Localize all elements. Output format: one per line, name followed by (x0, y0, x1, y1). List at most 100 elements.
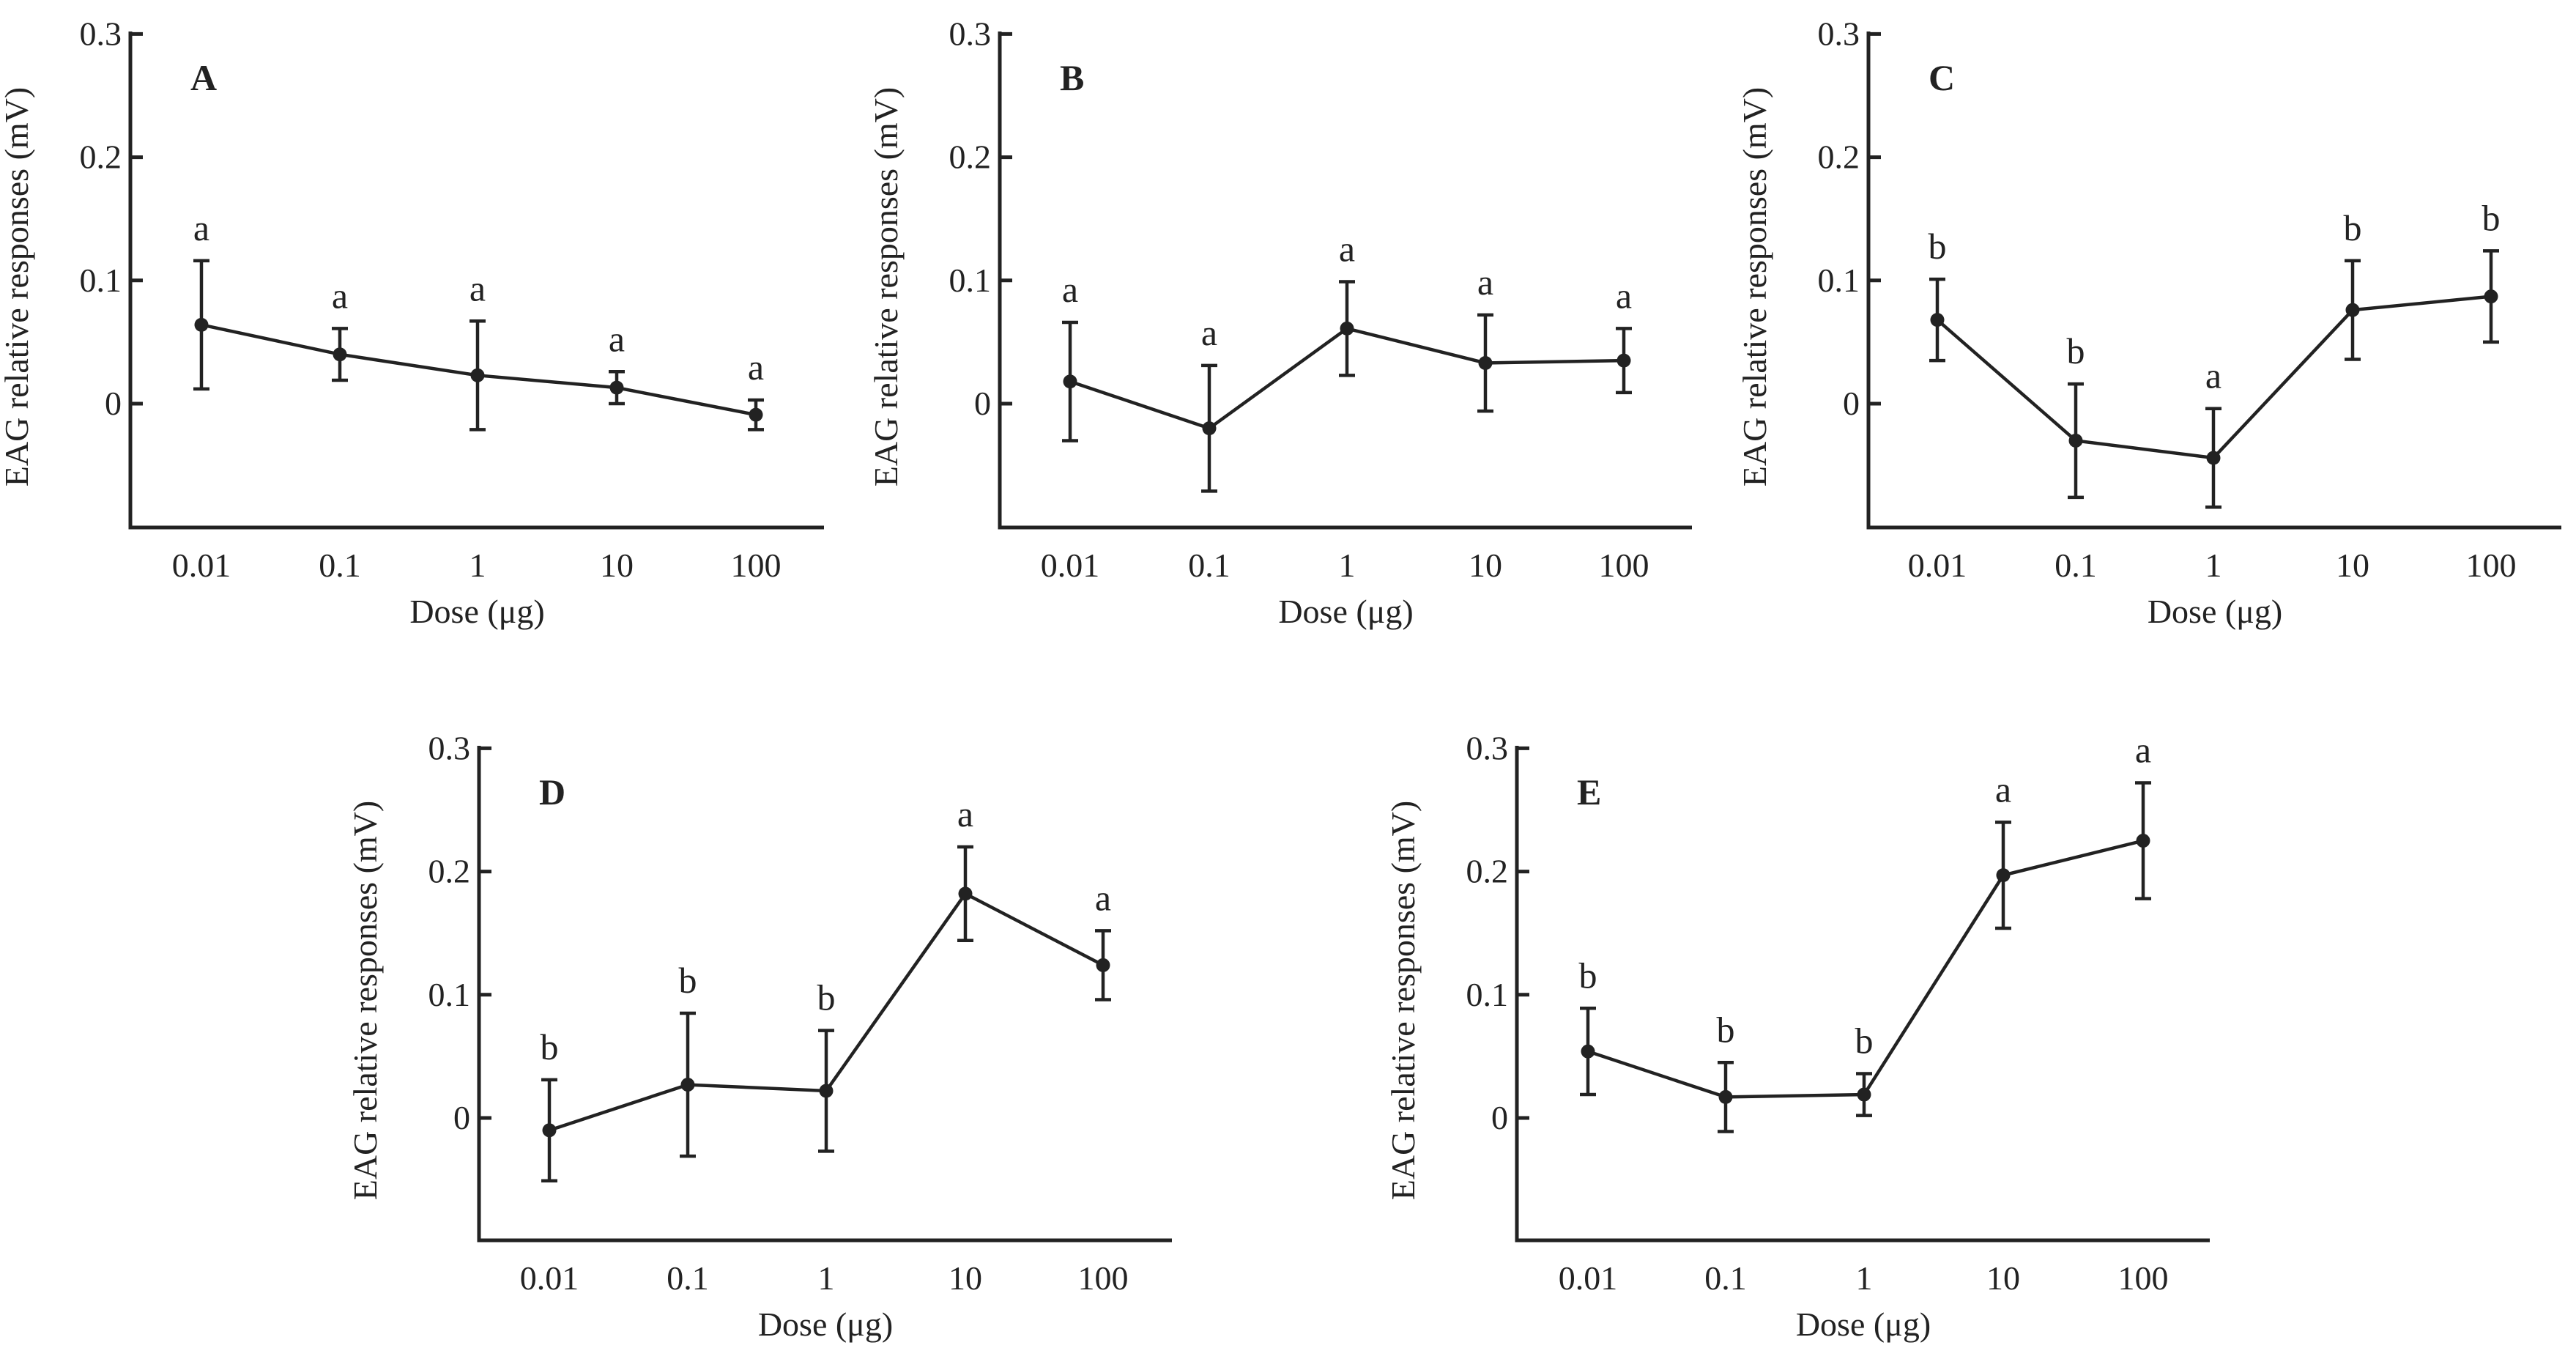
y-tick-label: 0.3 (1466, 729, 1509, 766)
x-tick-label: 1 (818, 1259, 835, 1297)
data-point (819, 1084, 834, 1098)
significance-letter: a (1062, 269, 1078, 310)
data-point (333, 347, 347, 362)
axis-lines (477, 746, 1172, 1243)
x-tick-label: 100 (731, 547, 782, 584)
y-tick-label: 0 (1843, 385, 1860, 422)
x-tick-label: 0.01 (1908, 547, 1967, 584)
chart-panel-e: 0 0.1 0.2 0.3 0.01 0.1 1 10 100 Dose (μg) EAG rela… (1384, 729, 2210, 1343)
y-tick-label: 0.2 (949, 138, 992, 176)
data-point (958, 886, 973, 901)
y-tick-label: 0.2 (1466, 853, 1509, 890)
data-point (194, 317, 209, 332)
y-tick-label: 0 (105, 385, 122, 422)
data-point (2484, 289, 2498, 304)
significance-letter: a (469, 267, 486, 308)
significance-letter: a (1995, 769, 2011, 810)
axis-lines (1515, 746, 2210, 1243)
x-tick-label: 0.1 (2055, 547, 2097, 584)
y-tick-label: 0.2 (1818, 138, 1860, 176)
significance-letter: b (679, 960, 697, 1001)
chart-panel-d: 0 0.1 0.2 0.3 0.01 0.1 1 10 100 Dose (μg) EAG rela… (346, 729, 1172, 1343)
y-tick-label: 0.1 (1818, 262, 1860, 299)
y-axis-title: EAG relative responses (mV) (0, 87, 35, 486)
x-tick-label: 0.01 (520, 1259, 579, 1297)
significance-letter: a (193, 207, 209, 248)
significance-letter: b (1855, 1020, 1874, 1061)
x-tick-label: 0.1 (667, 1259, 709, 1297)
data-point (1996, 868, 2011, 883)
x-tick-label: 100 (1078, 1259, 1129, 1297)
data-point (1857, 1087, 1871, 1102)
significance-letter: a (1477, 262, 1493, 303)
x-tick-label: 10 (2336, 547, 2369, 584)
y-tick-label: 0.3 (949, 15, 992, 52)
panel-letter: C (1929, 57, 1955, 98)
x-axis-title: Dose (μg) (409, 593, 544, 630)
data-point (2068, 433, 2083, 448)
significance-letter: b (541, 1026, 559, 1067)
x-tick-label: 100 (2118, 1259, 2169, 1297)
significance-letter: b (2482, 197, 2501, 238)
x-tick-label: 100 (1599, 547, 1649, 584)
x-tick-label: 0.1 (1704, 1259, 1747, 1297)
data-point (1340, 321, 1354, 336)
data-point (1617, 353, 1631, 368)
axis-lines (128, 32, 824, 530)
data-point (2345, 303, 2360, 317)
data-point (470, 368, 485, 382)
y-axis-title: EAG relative responses (mV) (1384, 801, 1422, 1200)
y-tick-label: 0.2 (428, 853, 471, 890)
data-point (542, 1123, 557, 1138)
x-tick-label: 1 (2205, 547, 2222, 584)
x-tick-label: 10 (1986, 1259, 2020, 1297)
y-axis-title: EAG relative responses (mV) (346, 801, 384, 1200)
significance-letter: a (957, 793, 973, 834)
y-tick-label: 0.3 (428, 729, 471, 766)
y-tick-label: 0.1 (428, 976, 471, 1013)
axis-lines (1866, 32, 2561, 530)
significance-letter: a (748, 347, 764, 388)
significance-letter: b (1579, 955, 1597, 996)
data-point (1930, 313, 1945, 327)
significance-letter: b (817, 977, 836, 1018)
chart-panel-c: 0 0.1 0.2 0.3 0.01 0.1 1 10 100 Dose (μg) EAG rela… (1736, 15, 2561, 630)
chart-panel-b: 0 0.1 0.2 0.3 0.01 0.1 1 10 100 Dose (μg) EAG rela… (867, 15, 1692, 630)
data-point (749, 407, 763, 422)
significance-letter: a (1339, 228, 1355, 269)
x-tick-label: 10 (1469, 547, 1502, 584)
x-tick-label: 10 (600, 547, 634, 584)
y-tick-label: 0.1 (1466, 976, 1509, 1013)
data-point (1478, 355, 1493, 370)
x-tick-label: 100 (2466, 547, 2517, 584)
x-tick-label: 10 (949, 1259, 982, 1297)
y-tick-label: 0.3 (80, 15, 122, 52)
x-tick-label: 0.01 (1559, 1259, 1618, 1297)
significance-letter: a (2205, 355, 2221, 396)
x-tick-label: 1 (1339, 547, 1356, 584)
x-tick-label: 0.01 (172, 547, 231, 584)
data-point (680, 1078, 695, 1092)
y-tick-label: 0 (453, 1099, 470, 1136)
y-tick-label: 0.1 (949, 262, 992, 299)
y-tick-label: 0.3 (1818, 15, 1860, 52)
y-tick-label: 0 (1491, 1099, 1508, 1136)
data-point (2136, 834, 2150, 848)
significance-letter: a (332, 275, 348, 316)
panel-letter: B (1060, 57, 1084, 98)
axis-lines (998, 32, 1692, 530)
x-tick-label: 1 (1856, 1259, 1873, 1297)
x-tick-label: 0.01 (1041, 547, 1100, 584)
significance-letter: a (1616, 275, 1632, 316)
significance-letter: b (2344, 207, 2362, 248)
data-point (1718, 1089, 1733, 1104)
significance-letter: a (1095, 877, 1111, 918)
chart-panel-a: 0 0.1 0.2 0.3 0.01 0.1 1 10 100 Dose (μg) EAG rela… (0, 15, 824, 630)
significance-letter: b (1929, 226, 1947, 267)
y-axis-title: EAG relative responses (mV) (1736, 87, 1773, 486)
data-point (1581, 1044, 1595, 1059)
y-tick-label: 0 (974, 385, 991, 422)
significance-letter: b (1717, 1009, 1735, 1050)
data-point (1202, 421, 1217, 436)
